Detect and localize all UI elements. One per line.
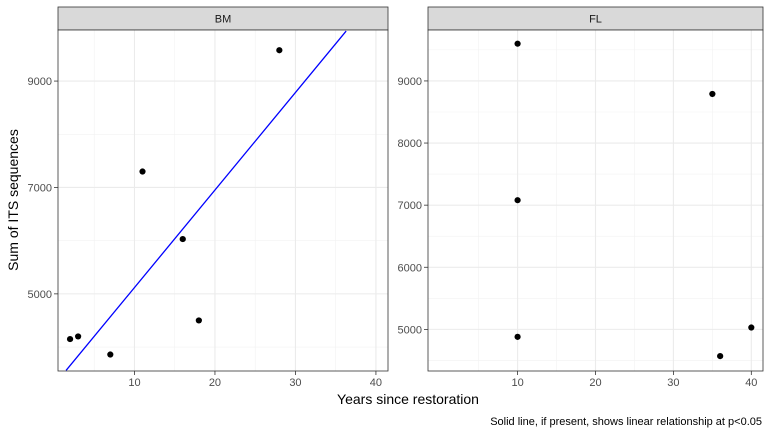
x-tick-label: 40 <box>370 377 382 389</box>
data-point <box>107 351 114 358</box>
chart-caption: Solid line, if present, shows linear rel… <box>490 416 762 428</box>
data-point <box>514 197 521 204</box>
data-point <box>717 352 724 360</box>
panel-fl-x-ticks: 10 20 30 40 <box>511 371 757 389</box>
y-tick-label: 7000 <box>28 182 52 194</box>
y-tick-label: 8000 <box>398 138 422 150</box>
x-axis-title: Years since restoration <box>337 391 479 407</box>
x-tick-label: 20 <box>209 377 221 389</box>
data-point <box>66 335 74 343</box>
y-tick-label: 6000 <box>398 262 422 274</box>
x-tick-label: 40 <box>745 377 757 389</box>
panel-bm-title: BM <box>215 14 232 26</box>
panel-bm: BM 5000 7000 9000 10 20 30 40 <box>28 6 389 389</box>
panel-fl-y-ticks: 5000 6000 7000 8000 9000 <box>398 76 428 336</box>
panel-bm-fit-line <box>65 30 347 371</box>
x-tick-label: 10 <box>511 377 523 389</box>
y-tick-label: 7000 <box>398 200 422 212</box>
panel-bm-border <box>57 29 389 372</box>
panel-fl-grid <box>428 30 763 371</box>
panel-fl: FL 5000 6000 7000 8000 9000 10 20 30 40 <box>398 6 764 389</box>
panel-bm-y-ticks: 5000 7000 9000 <box>28 76 58 301</box>
panel-bm-x-ticks: 10 20 30 40 <box>128 371 382 389</box>
panel-bm-points <box>66 47 283 358</box>
data-point <box>748 324 755 331</box>
data-point <box>709 90 716 98</box>
y-tick-label: 9000 <box>28 76 52 88</box>
data-point <box>139 168 146 175</box>
panel-bm-fit-layer <box>65 30 347 371</box>
data-point <box>276 47 283 54</box>
y-axis-title: Sum of ITS sequences <box>5 129 21 271</box>
x-tick-label: 30 <box>667 377 679 389</box>
y-tick-label: 5000 <box>28 289 52 301</box>
x-tick-label: 10 <box>128 377 140 389</box>
data-point <box>195 317 202 324</box>
panel-fl-title: FL <box>589 14 602 26</box>
panel-fl-points <box>514 40 755 360</box>
x-tick-label: 20 <box>589 377 601 389</box>
data-point <box>514 333 521 340</box>
data-point <box>179 235 186 243</box>
data-point <box>514 40 521 47</box>
y-tick-label: 9000 <box>398 76 422 88</box>
y-tick-label: 5000 <box>398 324 422 336</box>
data-point <box>75 333 82 340</box>
x-tick-label: 30 <box>289 377 301 389</box>
